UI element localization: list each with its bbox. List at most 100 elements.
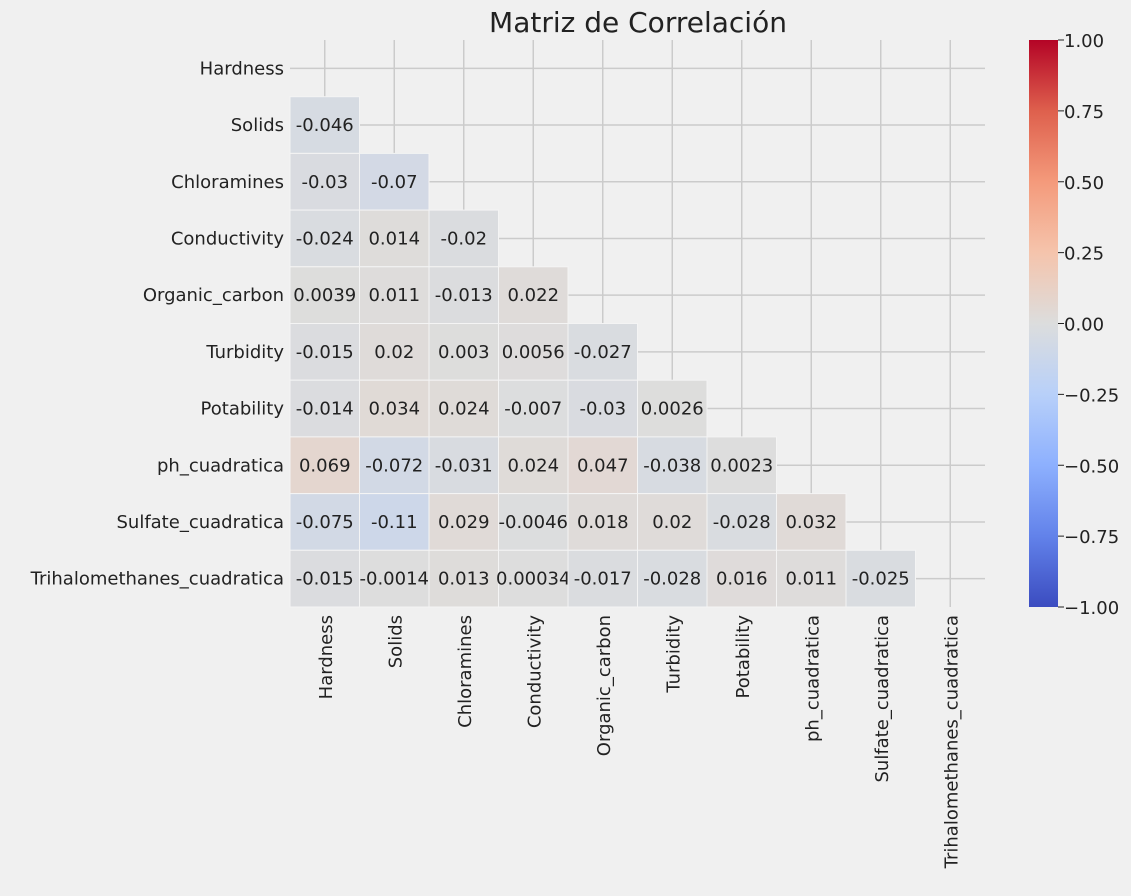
cell-value-label: 0.034 [368, 399, 420, 420]
x-tick-labels: Hardness Solids Chloramines Conductivity Org… [316, 615, 963, 870]
cell-value-label: 0.029 [438, 512, 490, 533]
y-tick-label: Organic_carbon [143, 285, 284, 306]
y-tick-label: Hardness [200, 58, 284, 79]
colorbar-tick-label: 1.00 [1064, 31, 1104, 52]
cell-value-label: -0.07 [371, 172, 418, 193]
colorbar-tick-label: 0.00 [1064, 315, 1104, 336]
heatmap-cell [706, 549, 777, 608]
cell-value-label: 0.00034 [496, 569, 570, 590]
heatmap-cell [845, 549, 916, 608]
heatmap-cell [289, 549, 360, 608]
cell-value-label: -0.11 [371, 512, 418, 533]
cell-value-label: -0.072 [365, 455, 423, 476]
heatmap-cell [637, 549, 708, 608]
x-tick-label: Conductivity [524, 615, 545, 728]
colorbar-ticks: 1.00 0.75 0.50 0.25 0.00 −0.25 −0.50 −0.75 −1.00 [1058, 31, 1119, 619]
colorbar-tick-label: −0.25 [1064, 385, 1119, 406]
heatmap-cell [289, 96, 360, 154]
cell-value-label: -0.038 [643, 455, 701, 476]
cell-value-label: -0.028 [643, 569, 701, 590]
y-tick-label: ph_cuadratica [157, 455, 284, 476]
y-tick-label: Conductivity [171, 228, 284, 249]
cell-value-label: -0.007 [504, 399, 562, 420]
cell-value-label: 0.013 [438, 569, 490, 590]
heatmap-cell [359, 436, 430, 495]
heatmap-cell [428, 266, 499, 324]
cell-value-label: 0.032 [785, 512, 837, 533]
x-tick-label: Sulfate_cuadratica [872, 615, 893, 783]
cell-value-label: 0.022 [507, 285, 559, 306]
x-tick-label: Hardness [316, 615, 337, 699]
heatmap-cell [428, 549, 499, 608]
cell-value-label: 0.069 [299, 455, 351, 476]
heatmap-cells: -0.046 -0.03 -0.07 -0.024 0.014 -0.02 0.0039 0.… [289, 96, 916, 608]
chart-title: Matriz de Correlación [489, 6, 787, 39]
cell-value-label: -0.017 [574, 569, 632, 590]
heatmap-cell [567, 549, 638, 608]
cell-value-label: 0.003 [438, 342, 490, 363]
cell-value-label: -0.027 [574, 342, 632, 363]
heatmap-cell [428, 209, 499, 268]
cell-value-label: 0.024 [507, 455, 559, 476]
heatmap-cell [359, 549, 430, 608]
x-tick-label: Potability [733, 615, 754, 699]
y-tick-label: Solids [231, 115, 284, 136]
heatmap-cell [498, 323, 569, 381]
cell-value-label: -0.015 [296, 342, 354, 363]
colorbar-tick-label: −0.75 [1064, 527, 1119, 548]
heatmap-cell [359, 323, 430, 381]
heatmap-cell [498, 549, 569, 608]
colorbar-tick-label: −1.00 [1064, 598, 1119, 619]
x-tick-label: Solids [385, 615, 406, 668]
x-tick-label: Organic_carbon [594, 615, 615, 756]
cell-value-label: 0.0026 [641, 399, 704, 420]
cell-value-label: 0.024 [438, 399, 490, 420]
y-tick-label: Sulfate_cuadratica [116, 512, 284, 533]
cell-value-label: 0.0056 [502, 342, 565, 363]
cell-value-label: 0.0039 [293, 285, 356, 306]
x-tick-label: Trihalomethanes_cuadratica [941, 615, 962, 869]
colorbar-tick-label: 0.75 [1064, 102, 1104, 123]
cell-value-label: -0.03 [301, 172, 348, 193]
cell-value-label: -0.013 [435, 285, 493, 306]
heatmap-cell [706, 436, 777, 495]
heatmap-cell [567, 493, 638, 551]
cell-value-label: -0.025 [852, 569, 910, 590]
y-tick-label: Potability [201, 399, 285, 420]
cell-value-label: 0.018 [577, 512, 629, 533]
heatmap-cell [637, 493, 708, 551]
y-tick-label: Turbidity [205, 342, 284, 363]
heatmap-cell [567, 323, 638, 381]
y-tick-label: Chloramines [171, 172, 284, 193]
heatmap-cell [498, 266, 569, 324]
cell-value-label: -0.075 [296, 512, 354, 533]
cell-value-label: -0.014 [296, 399, 354, 420]
cell-value-label: 0.011 [785, 569, 837, 590]
colorbar-tick-label: −0.50 [1064, 456, 1119, 477]
cell-value-label: -0.028 [713, 512, 771, 533]
heatmap-cell [567, 379, 638, 438]
cell-value-label: -0.03 [579, 399, 626, 420]
heatmap-cell [706, 493, 777, 551]
cell-value-label: 0.02 [652, 512, 692, 533]
cell-value-label: -0.015 [296, 569, 354, 590]
colorbar-tick-label: 0.25 [1064, 244, 1104, 265]
heatmap-cell [637, 379, 708, 438]
cell-value-label: 0.0023 [710, 455, 773, 476]
cell-value-label: 0.047 [577, 455, 629, 476]
cell-value-label: -0.024 [296, 228, 354, 249]
y-tick-labels: Hardness Solids Chloramines Conductivity Org… [30, 58, 285, 589]
cell-value-label: 0.014 [368, 228, 420, 249]
cell-value-label: 0.02 [374, 342, 414, 363]
heatmap-cell [359, 152, 430, 211]
cell-value-label: 0.011 [368, 285, 420, 306]
cell-value-label: -0.046 [296, 115, 354, 136]
heatmap-cell [289, 209, 360, 268]
heatmap-cell [428, 379, 499, 438]
colorbar: 1.00 0.75 0.50 0.25 0.00 −0.25 −0.50 −0.75 −1.00 [1029, 31, 1119, 619]
cell-value-label: -0.031 [435, 455, 493, 476]
x-tick-label: ph_cuadratica [802, 615, 823, 742]
heatmap-cell [359, 266, 430, 324]
heatmap-cell [498, 493, 569, 551]
